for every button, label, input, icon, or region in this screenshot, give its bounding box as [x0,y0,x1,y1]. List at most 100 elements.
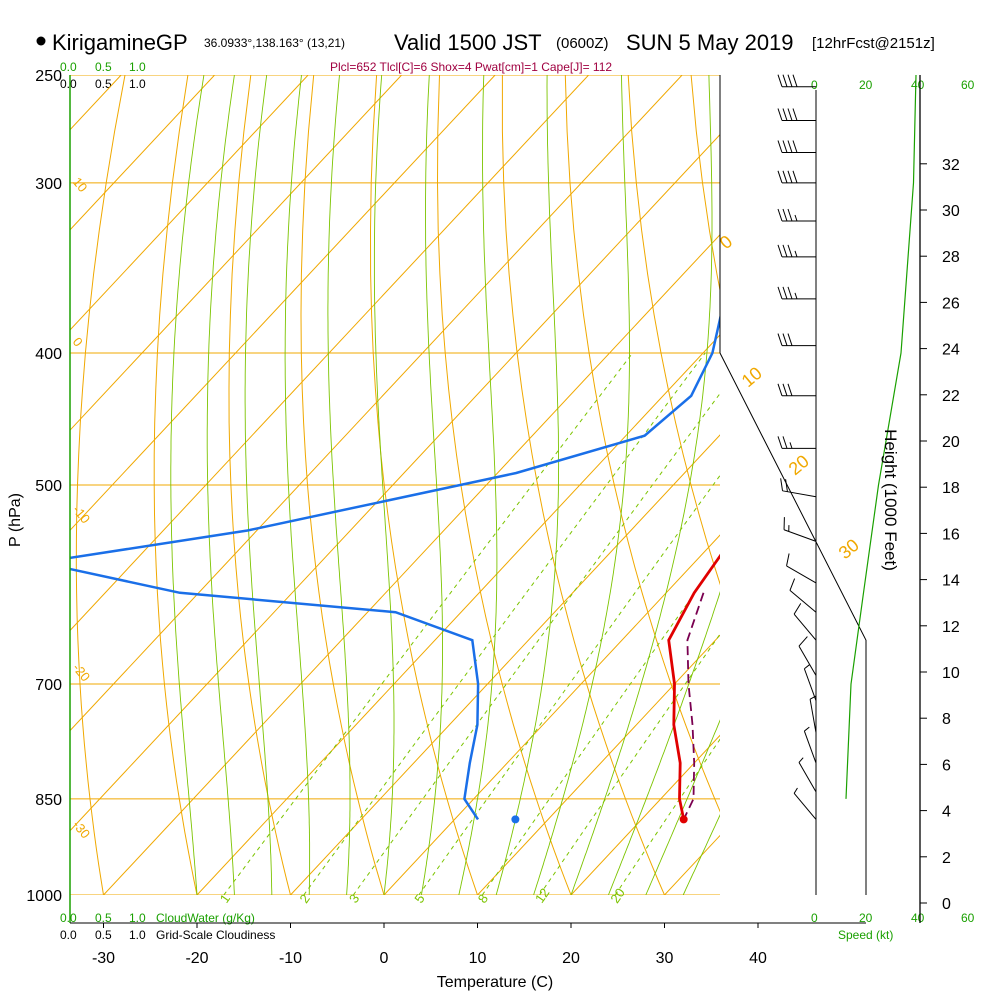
dry-adiabat [75,75,126,895]
top-cloudwater-scale: 0.0 0.5 1.0 0.0 0.5 1.0 [60,60,146,91]
mixing-ratio-label: 20 [607,885,628,905]
pressure-tick-label: 250 [35,68,62,85]
bottom-cloudiness-tick: 1.0 [129,928,146,942]
wind-barb [798,636,817,676]
speed-tick-bottom: 0 [811,911,818,925]
mixing-ratio-line [481,556,720,895]
station-coords: 36.0933°,138.163° (13,21) [204,36,345,50]
dry-adiabat-label: 10 [70,174,91,195]
isotherm-line [477,634,720,895]
bottom-cw-tick: 0.0 [60,911,77,925]
top-cw-tick: 1.0 [129,60,146,74]
moist-adiabat [373,75,395,895]
x-axis-title: Temperature (C) [437,974,553,991]
dry-adiabat [564,75,720,813]
wind-barb [777,436,816,449]
height-axis-title: Height (1000 Feet) [881,429,900,571]
dry-adiabat-label: -10 [70,502,94,526]
bottom-cloudiness-tick: 0.5 [95,928,112,942]
mixing-ratio-line [539,633,720,895]
isotherm-line [70,75,589,632]
wind-barb [803,726,817,764]
height-tick-label: 14 [942,573,960,590]
height-tick-label: 22 [942,388,960,405]
isotherm-line [70,75,402,431]
profiles [70,313,720,824]
dry-adiabat-label: -20 [70,660,94,684]
speed-tick-top: 20 [859,78,873,92]
speed-tick-top: 60 [961,78,975,92]
height-tick-label: 18 [942,480,960,497]
wind-barb [777,333,816,347]
top-cw-tick: 0.5 [95,60,112,74]
bottom-cloudwater-scale: 0.0 0.5 1.0 CloudWater (g/Kg) 0.0 0.5 1.… [60,911,275,942]
moist-adiabat [607,591,720,895]
height-tick-label: 20 [942,434,960,451]
temperature-tick-label: 0 [380,950,389,967]
moist-adiabat-label: 20 [785,451,813,479]
thermo-grid [70,75,1000,895]
surface-dewpoint-dot [511,815,520,824]
moist-adiabat [327,75,351,895]
valid-time: Valid 1500 JST [394,30,542,55]
moist-adiabat [645,719,720,895]
height-tick-label: 8 [942,711,951,728]
speed-scale: 0 20 40 60 0 20 40 60 Speed (kt) [811,78,975,942]
moist-adiabat [420,75,443,895]
wind-barb [783,517,817,542]
wind-barb [777,170,816,184]
wind-barb [809,695,817,733]
dry-adiabat-label: -30 [70,817,94,841]
dry-adiabat [690,75,720,293]
mixing-ratio-line [223,352,633,895]
moist-adiabat-label: 0 [716,231,737,253]
wind-barb [798,757,817,793]
temperature-tick-label: -30 [92,950,115,967]
height-tick-label: 32 [942,157,960,174]
isotherm-line [290,434,720,895]
height-tick-label: 12 [942,619,960,636]
speed-tick-bottom: 20 [859,911,873,925]
forecast-tag: [12hrFcst@2151z] [812,35,935,52]
temperature-tick-label: -20 [185,950,208,967]
bottom-cw-tick: 0.5 [95,911,112,925]
pressure-tick-label: 300 [35,176,62,193]
cloudiness-label: Grid-Scale Cloudiness [156,928,275,942]
isotherm-line [70,75,215,231]
speed-label: Speed (kt) [838,928,893,942]
speed-tick-top: 0 [811,78,818,92]
dry-adiabat-label: 0 [70,334,86,349]
moist-adiabat [206,75,235,895]
pressure-tick-label: 500 [35,478,62,495]
zulu-time: (0600Z) [556,35,609,52]
temperature-profile [667,553,720,820]
pressure-tick-label: 1000 [26,888,62,905]
wind-barb [777,74,816,88]
height-tick-label: 26 [942,295,960,312]
bottom-cloudiness-tick: 0.0 [60,928,77,942]
temperature-tick-label: 10 [469,950,487,967]
temperature-tick-label: 20 [562,950,580,967]
top-cloudiness-tick: 0.0 [60,77,77,91]
y-axis-title: P (hPa) [7,493,24,547]
isotherm-line [70,133,720,832]
surface-temperature-dot [679,815,688,824]
dry-adiabat [817,75,1000,895]
moist-adiabat [533,75,630,895]
isotherm-line [70,75,309,331]
station-name: KirigamineGP [52,30,188,55]
valid-date: SUN 5 May 2019 [626,30,794,55]
height-tick-label: 0 [942,896,951,913]
speed-tick-bottom: 40 [911,911,925,925]
wind-barb [803,664,817,701]
mixing-ratio-label: 12 [532,885,553,905]
dry-adiabat [369,75,478,895]
mixing-ratio-line [614,738,720,895]
moist-adiabat [570,75,713,895]
top-cloudiness-tick: 1.0 [129,77,146,91]
height-tick-label: 4 [942,804,951,821]
dry-adiabat [153,75,198,895]
wind-panel [777,74,917,895]
wind-barb [777,108,816,122]
